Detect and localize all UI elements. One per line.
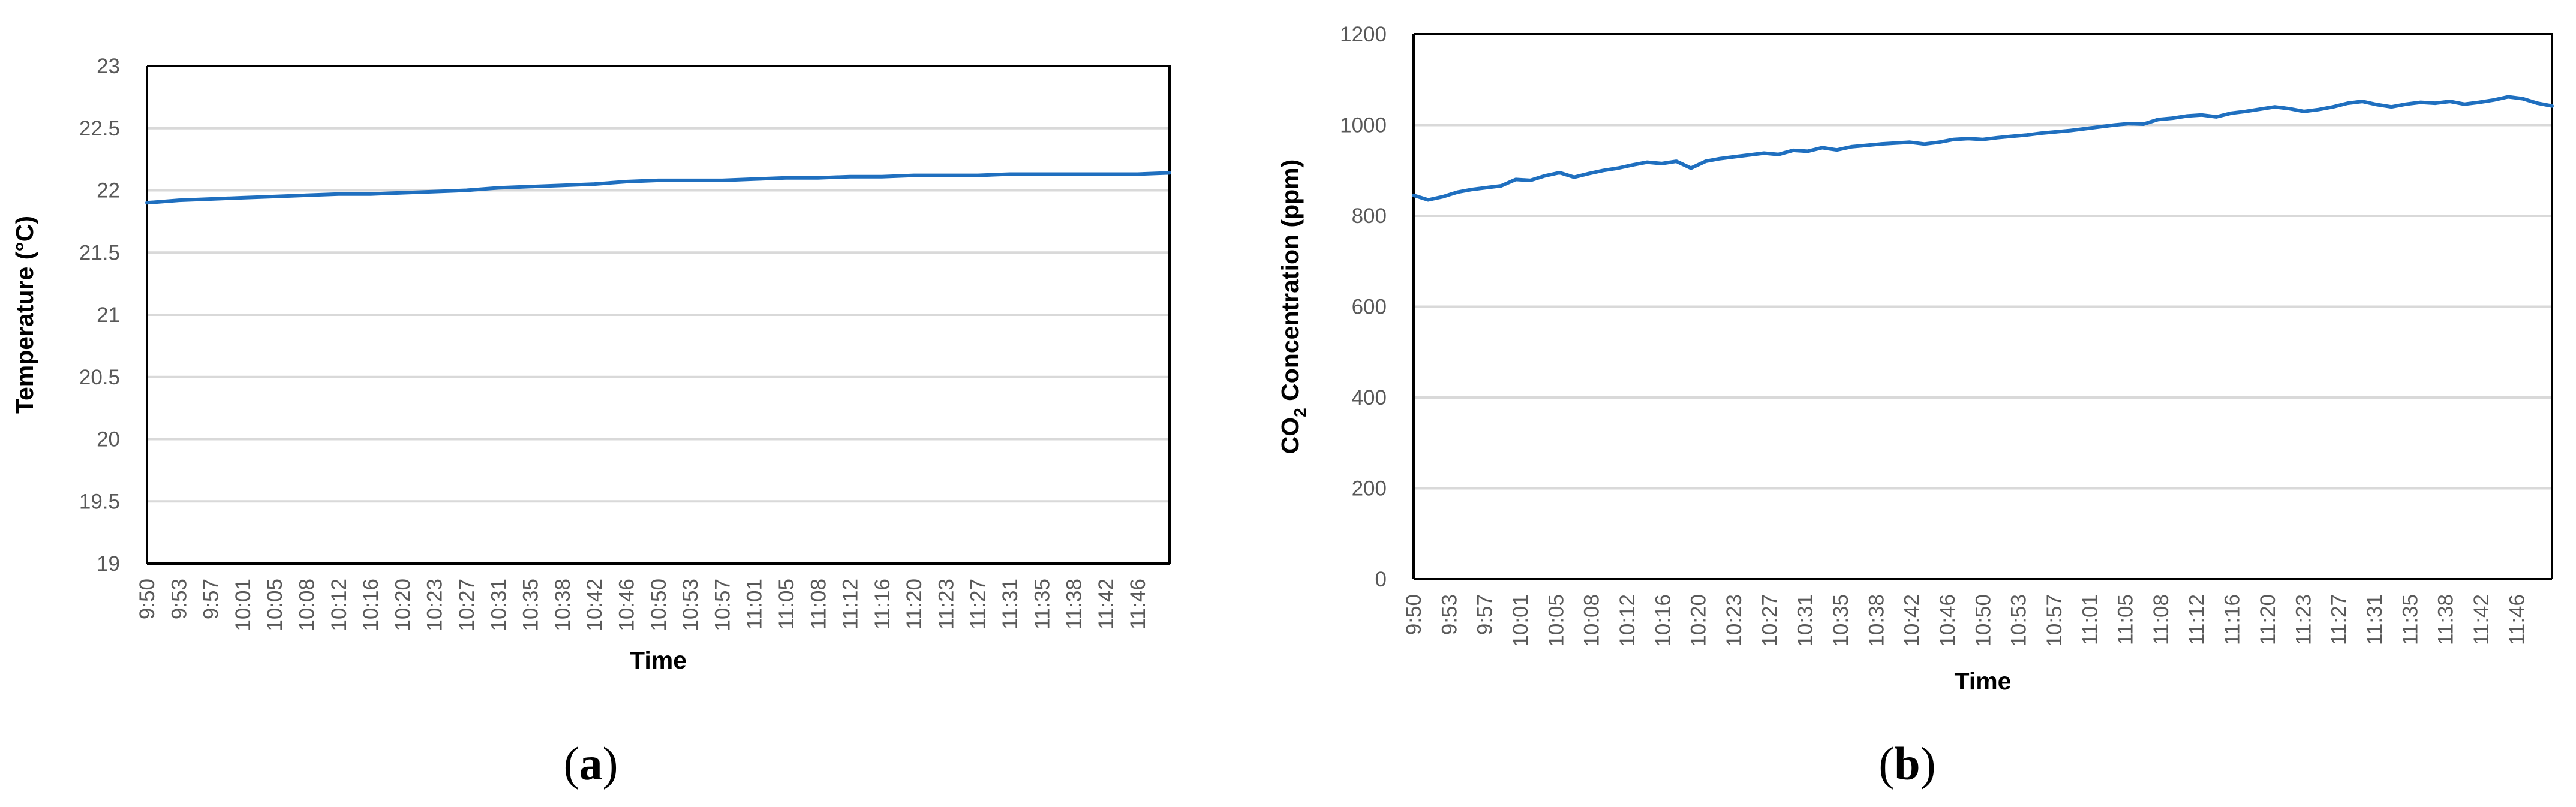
panel-b-x-tick-label: 11:38 [2434,594,2458,645]
panel-b-x-tick-label: 10:46 [1936,594,1959,647]
panel-b-label: (b) [1878,737,1935,790]
panel-a-x-tick-label: 9:53 [167,579,191,619]
panel-b-x-tick-label: 11:31 [2363,594,2386,645]
panel-b-y-tick-label: 600 [1352,296,1387,319]
panel-a-x-tick-label: 11:27 [967,579,990,630]
panel-b-x-tick-label: 11:16 [2221,594,2244,645]
panel-a-x-tick-label: 10:31 [487,579,510,631]
panel-b-x-tick-label: 10:23 [1723,594,1746,647]
panel-a-x-tick-label: 11:12 [839,579,862,630]
panel-b-x-tick-label: 11:08 [2150,594,2173,645]
panel-a-x-tick-label: 10:27 [455,579,479,631]
panel-a-y-tick-label: 21 [97,303,120,327]
panel-a-y-tick-label: 23 [97,55,120,78]
panel-b-x-tick-label: 11:20 [2256,594,2280,645]
panel-a-x-tick-label: 10:46 [615,579,638,631]
panel-b-x-tick-label: 10:01 [1509,594,1532,647]
panel-a-x-tick-label: 11:46 [1126,579,1150,630]
panel-a-x-tick-label: 10:20 [391,579,414,631]
panel-b-x-tick-label: 11:05 [2114,594,2138,645]
panel-a-x-tick-label: 11:31 [999,579,1022,630]
panel-b-y-tick-label: 1000 [1340,114,1387,137]
panel-b-x-tick-label: 11:35 [2398,594,2422,645]
panel-b-plot-frame [1412,33,2553,579]
panel-b-x-tick-label: 9:53 [1438,594,1461,635]
panel-b-y-tick-label: 1200 [1340,23,1387,46]
panel-a-x-tick-label: 10:53 [679,579,702,631]
panel-b-x-tick-label: 10:16 [1651,594,1675,647]
panel-a-temperature-chart: 19 19.5 20 20.5 21 21.5 22 22.5 23 9:50 9:53 9:57 10… [11,55,1171,790]
panel-b-x-tick-label: 10:50 [1971,594,1995,647]
panel-b-x-axis-title: Time [1955,667,2012,695]
panel-a-x-tick-label: 11:05 [775,579,798,630]
panel-a-x-tick-label: 10:23 [423,579,447,631]
panel-a-y-tick-label: 19 [97,552,120,576]
panel-b-x-tick-label: 10:31 [1794,594,1817,647]
panel-a-x-tick-label: 10:01 [232,579,255,631]
panel-a-plot-frame [146,65,1171,564]
panel-a-x-tick-label: 11:23 [934,579,958,630]
panel-b-x-tick-label: 10:38 [1865,594,1888,647]
panel-b-x-tick-label: 11:12 [2185,594,2208,645]
panel-b-x-tick-label: 10:08 [1580,594,1604,647]
panel-a-y-tick-label: 20 [97,428,120,451]
panel-a-x-tick-label: 11:38 [1063,579,1086,630]
panel-b-y-axis-title-main: CO [1276,417,1304,454]
panel-b-x-tick-label: 11:42 [2470,594,2493,645]
panel-b-x-tick-label: 10:20 [1687,594,1711,647]
panel-b-y-tick-label: 400 [1352,386,1387,409]
panel-a-x-tick-label: 10:50 [647,579,671,631]
panel-a-x-tick-label: 11:01 [743,579,767,630]
panel-b-y-tick-label: 0 [1375,568,1387,591]
panel-a-x-tick-label: 11:35 [1030,579,1054,630]
panel-b-y-tick-label: 200 [1352,477,1387,501]
panel-a-x-tick-label: 10:38 [551,579,575,631]
panel-b-y-tick-label: 800 [1352,204,1387,228]
panel-a-x-tick-label: 10:12 [327,579,351,631]
panel-b-x-tick-label: 10:53 [2007,594,2031,647]
panel-a-y-tick-label: 22.5 [79,117,120,140]
panel-a-x-tick-label: 11:42 [1095,579,1118,630]
panel-a-label: (a) [564,737,618,790]
panel-b-x-tick-label: 11:27 [2328,594,2351,645]
panel-a-x-tick-label: 9:50 [136,579,159,619]
panel-b-co2-chart: 0 200 400 600 800 1000 1200 9:50 9:53 9:57 10:01 10… [1276,23,2554,790]
panel-b-x-tick-label: 9:50 [1402,594,1426,635]
panel-a-x-axis-title: Time [630,646,687,674]
panel-b-x-tick-label: 10:57 [2043,594,2066,647]
panel-a-y-tick-label: 21.5 [79,241,120,264]
panel-a-x-tick-label: 10:08 [295,579,318,631]
panel-b-x-tick-label: 11:01 [2078,594,2102,645]
panel-b-y-axis-title-rest: Concentration (ppm) [1276,159,1304,408]
panel-b-y-axis-title-subscript: 2 [1291,408,1309,417]
panel-b-x-tick-label: 10:27 [1758,594,1781,647]
panel-a-y-tick-label: 20.5 [79,366,120,389]
panel-a-y-tick-label: 19.5 [79,490,120,513]
panel-a-x-tick-label: 10:57 [711,579,734,631]
panel-a-x-tick-label: 11:20 [903,579,926,630]
panel-a-y-axis-title: Temperature (°C) [11,216,38,414]
panel-b-x-tick-label: 10:42 [1901,594,1924,647]
panel-a-x-tick-label: 11:16 [871,579,894,630]
panel-b-x-tick-label: 11:46 [2505,594,2529,645]
panel-b-y-axis-title: CO2 Concentration (ppm) [1276,159,1309,454]
panel-a-x-tick-label: 10:42 [583,579,606,631]
panel-a-x-tick-label: 10:35 [519,579,543,631]
panel-b-series-line [1412,95,2554,202]
panel-b-x-tick-label: 10:05 [1544,594,1568,647]
panel-b-x-tick-label: 10:35 [1829,594,1853,647]
panel-a-y-tick-label: 22 [97,179,120,203]
panel-a-x-tick-label: 11:08 [807,579,830,630]
panel-b-x-tick-label: 9:57 [1474,594,1497,635]
panel-a-x-tick-label: 10:16 [359,579,383,631]
panel-b-x-tick-label: 10:12 [1616,594,1639,647]
panel-a-series-line [145,171,1171,205]
panel-a-x-tick-label: 9:57 [200,579,223,619]
panel-a-x-tick-label: 10:05 [263,579,287,631]
panel-b-x-tick-label: 11:23 [2292,594,2315,645]
